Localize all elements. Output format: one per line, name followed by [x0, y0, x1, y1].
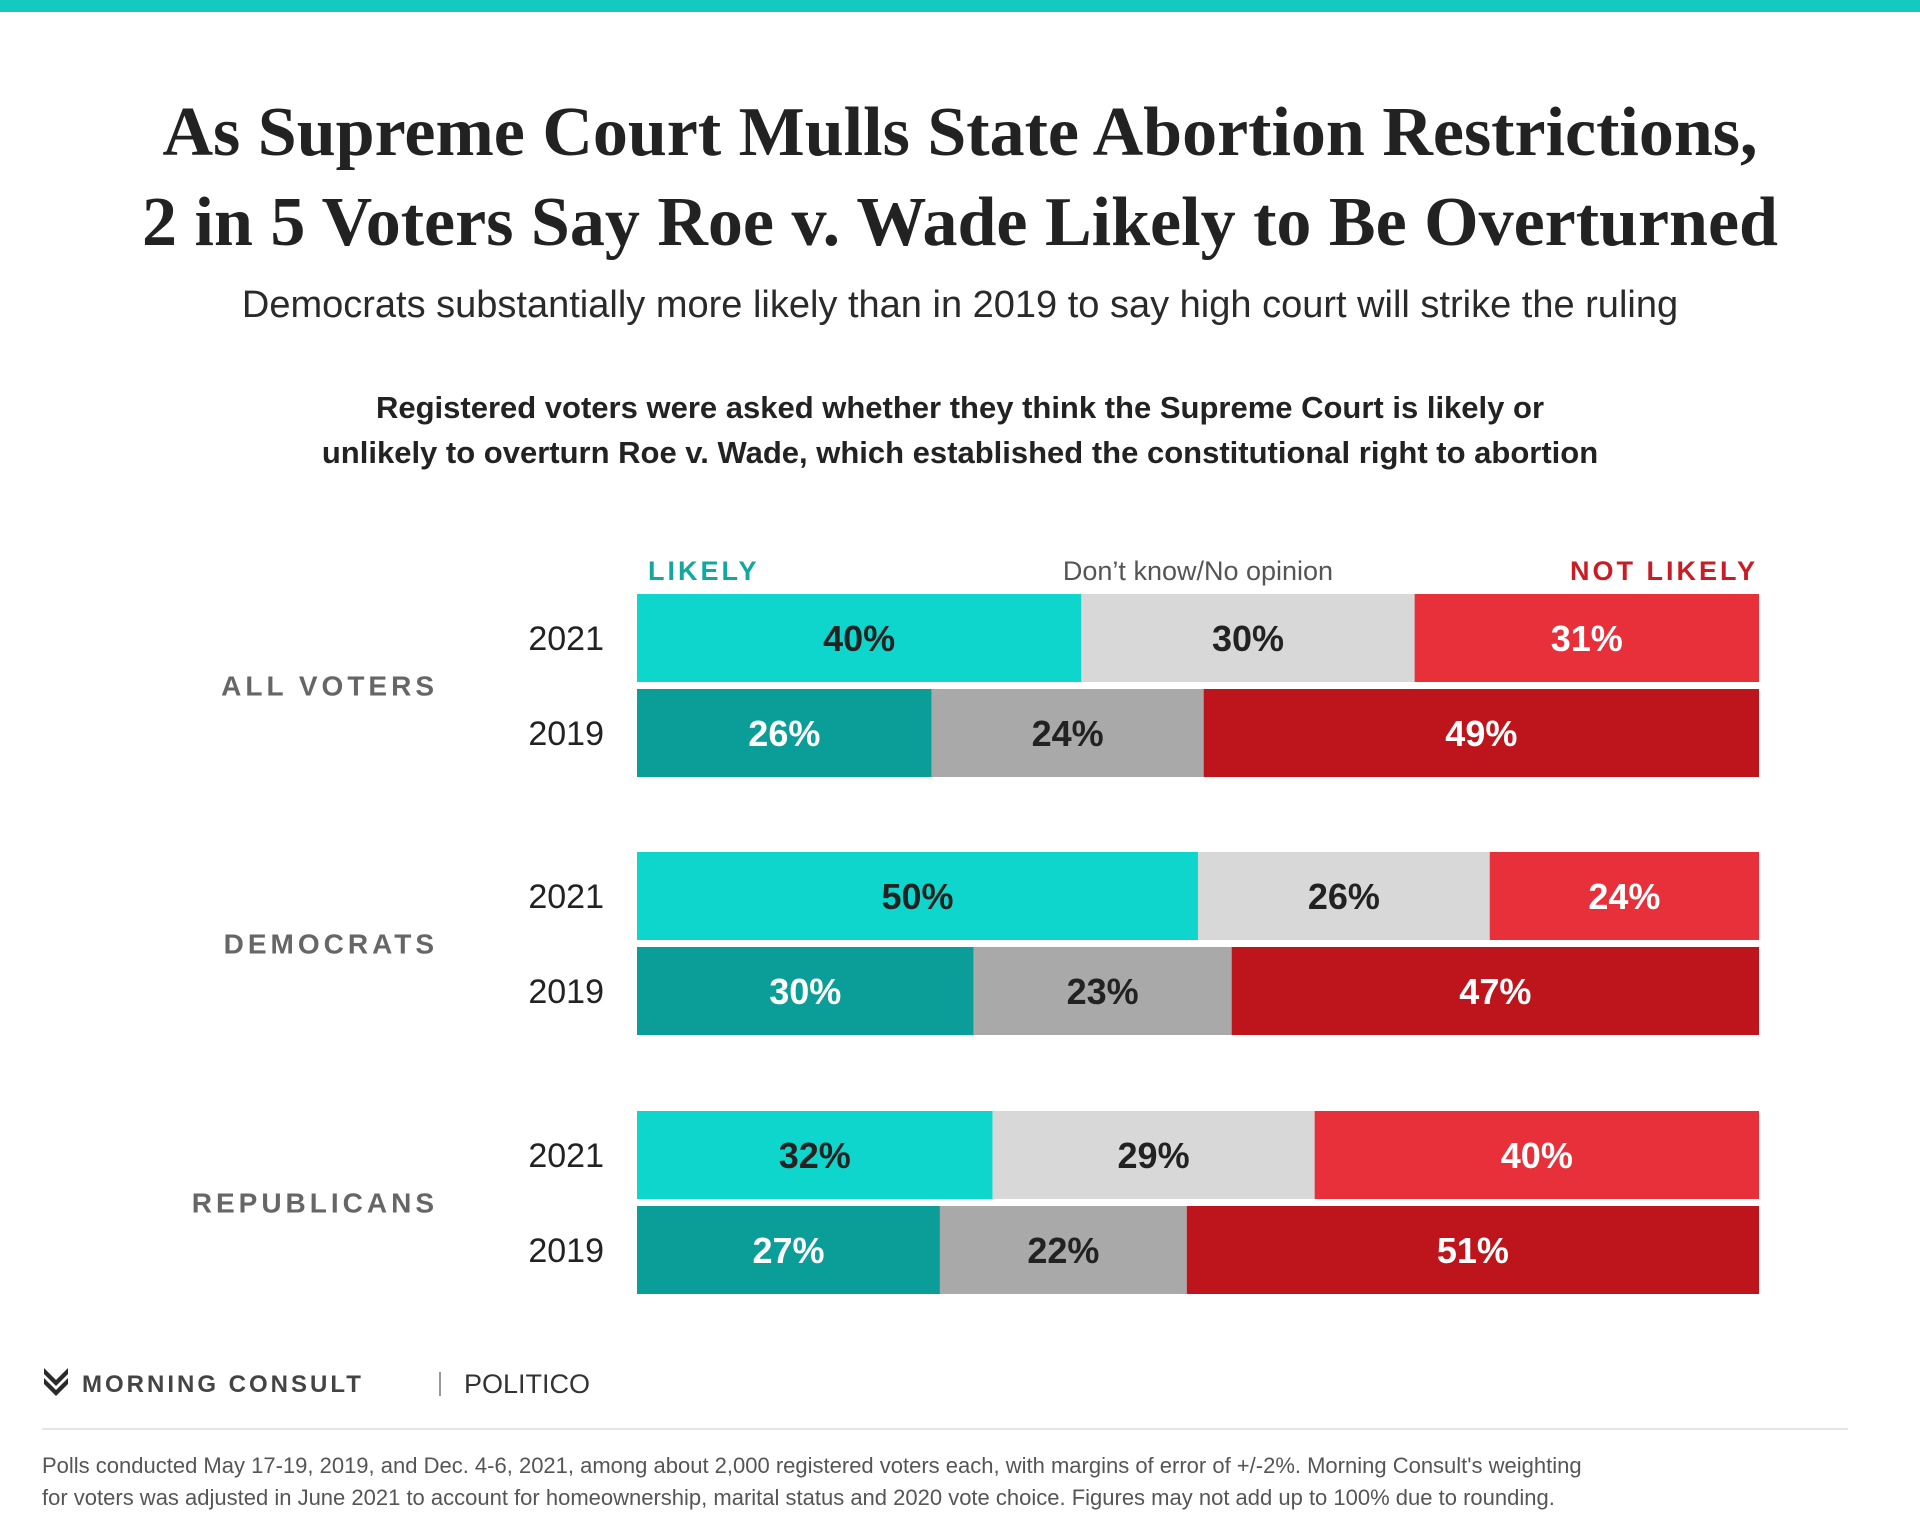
legend-label-2: NOT LIKELY: [1570, 556, 1758, 586]
logo-lockup: MORNING CONSULT POLITICO: [44, 1368, 590, 1399]
logo-divider: [439, 1372, 441, 1396]
data-label: 31%: [1551, 618, 1623, 659]
footer-divider: [42, 1428, 1848, 1430]
bar-segment: [992, 1111, 1315, 1199]
data-label: 26%: [1308, 876, 1380, 917]
legend-label-1: Don’t know/No opinion: [1063, 556, 1333, 586]
data-label: 22%: [1027, 1230, 1099, 1271]
data-label: 26%: [748, 713, 820, 754]
chart-title-line-1: As Supreme Court Mulls State Abortion Re…: [162, 94, 1758, 171]
data-label: 49%: [1445, 713, 1517, 754]
politico-wordmark: POLITICO: [464, 1369, 590, 1399]
bar-segment: [637, 1111, 993, 1199]
bar-segment: [637, 594, 1082, 682]
year-label: 2021: [528, 1137, 604, 1175]
bar-segment: [1186, 1206, 1759, 1294]
top-accent-bar: [0, 0, 1920, 12]
chart-subtitle: Democrats substantially more likely than…: [241, 284, 1679, 326]
bar-segment: [637, 947, 974, 1035]
year-label: 2019: [528, 973, 604, 1011]
data-label: 29%: [1118, 1135, 1190, 1176]
morning-consult-m-icon: [44, 1368, 68, 1396]
chart-title-line-2: 2 in 5 Voters Say Roe v. Wade Likely to …: [142, 184, 1778, 261]
year-label: 2019: [528, 715, 604, 753]
group-label-0: ALL VOTERS: [221, 671, 438, 702]
data-label: 30%: [769, 971, 841, 1012]
bar-segment: [637, 1206, 940, 1294]
year-label: 2019: [528, 1232, 604, 1270]
year-label: 2021: [528, 620, 604, 658]
data-label: 30%: [1212, 618, 1284, 659]
legend-label-0: LIKELY: [648, 556, 760, 586]
bar-segment: [973, 947, 1232, 1035]
bar-segment: [637, 852, 1198, 940]
data-label: 40%: [823, 618, 895, 659]
footnote-line-2: for voters was adjusted in June 2021 to …: [42, 1485, 1555, 1510]
question-line-1: Registered voters were asked whether the…: [375, 390, 1545, 425]
bar-segment: [1414, 594, 1759, 682]
bar-segment: [1489, 852, 1759, 940]
data-label: 40%: [1501, 1135, 1573, 1176]
bar-segment: [637, 689, 932, 777]
data-label: 27%: [752, 1230, 824, 1271]
bar-segment: [1314, 1111, 1759, 1199]
bar-segment: [1231, 947, 1759, 1035]
group-label-2: REPUBLICANS: [192, 1188, 438, 1219]
bar-segment: [1081, 594, 1415, 682]
bar-segment: [931, 689, 1204, 777]
bar-segment: [1203, 689, 1759, 777]
stacked-bar-chart: LIKELY Don’t know/No opinion NOT LIKELY ALL…: [192, 556, 1759, 1294]
data-label: 24%: [1032, 713, 1104, 754]
data-label: 23%: [1067, 971, 1139, 1012]
data-label: 47%: [1459, 971, 1531, 1012]
data-label: 24%: [1588, 876, 1660, 917]
data-label: 32%: [779, 1135, 851, 1176]
morning-consult-wordmark: MORNING CONSULT: [82, 1371, 364, 1398]
bar-segment: [1198, 852, 1490, 940]
data-label: 51%: [1437, 1230, 1509, 1271]
bar-segment: [939, 1206, 1187, 1294]
data-label: 50%: [881, 876, 953, 917]
question-line-2: unlikely to overturn Roe v. Wade, which …: [321, 435, 1599, 470]
year-label: 2021: [528, 878, 604, 916]
group-label-1: DEMOCRATS: [224, 929, 438, 960]
footnote-line-1: Polls conducted May 17-19, 2019, and Dec…: [42, 1453, 1582, 1478]
